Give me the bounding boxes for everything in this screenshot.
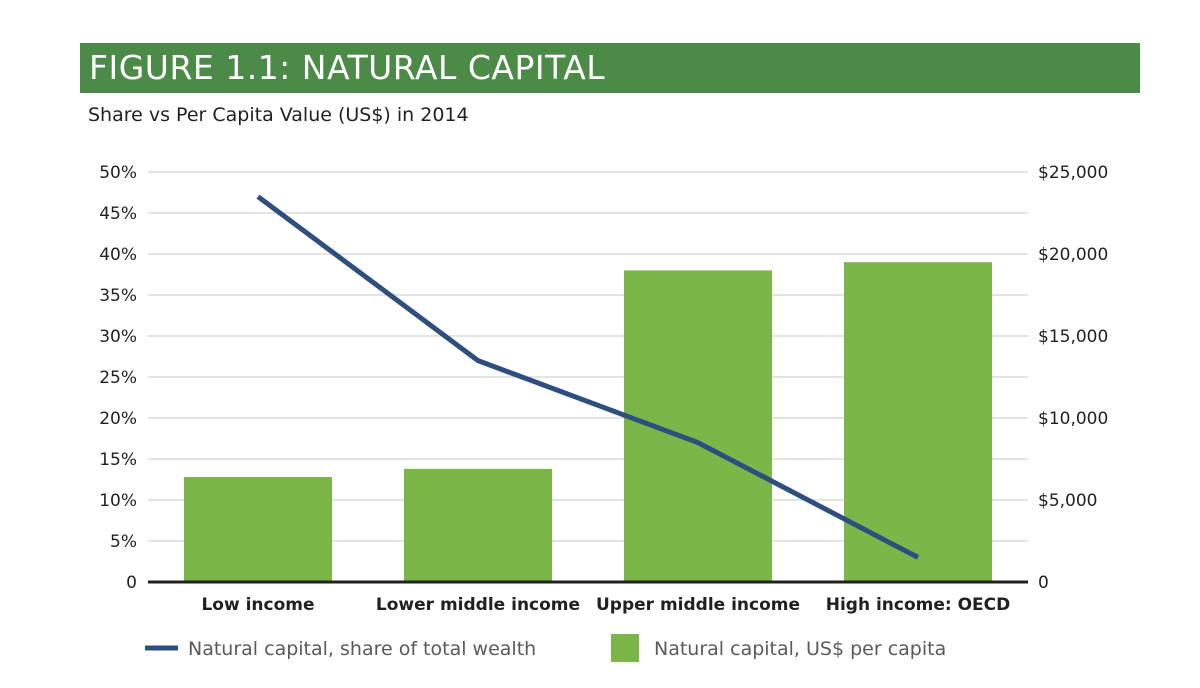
legend[interactable]: Natural capital, share of total wealth Na… [145, 634, 946, 662]
bar-high-income-oecd [844, 262, 992, 582]
left-tick-label: 40% [99, 245, 137, 265]
legend-line-label: Natural capital, share of total wealth [188, 638, 536, 660]
right-tick-label: $10,000 [1038, 409, 1108, 429]
left-tick-label: 45% [99, 204, 137, 224]
figure-banner: FIGURE 1.1: NATURAL CAPITAL [80, 43, 1140, 93]
bar-upper-middle-income [624, 270, 772, 582]
bar-lower-middle-income [404, 468, 552, 582]
category-label: Upper middle income [596, 595, 800, 615]
category-label: High income: OECD [826, 595, 1011, 615]
left-tick-label: 50% [99, 163, 137, 183]
right-tick-label: $25,000 [1038, 163, 1108, 183]
left-tick-label: 20% [99, 409, 137, 429]
share-line-series [256, 194, 920, 560]
left-tick-label: 10% [99, 491, 137, 511]
left-tick-label: 5% [110, 532, 137, 552]
left-tick-label: 35% [99, 286, 137, 306]
share-line [256, 194, 920, 560]
right-tick-label: 0 [1038, 573, 1049, 593]
figure-title: FIGURE 1.1: NATURAL CAPITAL [89, 48, 606, 87]
right-tick-label: $15,000 [1038, 327, 1108, 347]
legend-bar-swatch [611, 634, 639, 662]
right-tick-label: $20,000 [1038, 245, 1108, 265]
legend-bar-label: Natural capital, US$ per capita [654, 638, 946, 660]
category-label: Lower middle income [376, 595, 580, 615]
left-tick-label: 25% [99, 368, 137, 388]
category-label: Low income [201, 595, 314, 615]
bar-low-income [184, 477, 332, 582]
left-tick-label: 0 [126, 573, 137, 593]
left-tick-label: 15% [99, 450, 137, 470]
axis-labels: 0 5% 10% 15% 20% 25% 30% 35% 40% 45% 50% 0 $5,000 $10… [99, 163, 1108, 615]
chart-subtitle: Share vs Per Capita Value (US$) in 2014 [88, 104, 469, 126]
left-tick-label: 30% [99, 327, 137, 347]
right-tick-label: $5,000 [1038, 491, 1097, 511]
